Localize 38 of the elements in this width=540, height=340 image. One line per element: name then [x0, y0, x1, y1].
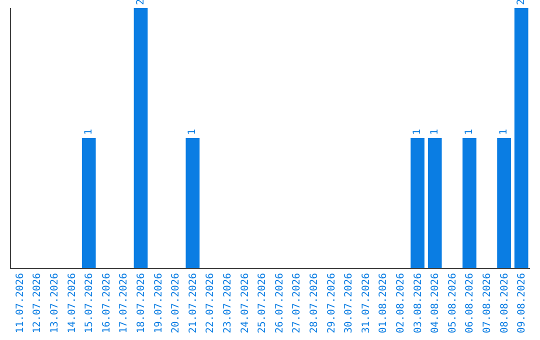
x-tick-label: 31.07.2026: [360, 273, 372, 334]
x-tick-label: 11.07.2026: [14, 273, 26, 334]
x-tick-label: 26.07.2026: [274, 273, 286, 334]
x-tick-label: 27.07.2026: [292, 273, 303, 334]
x-tick-label: 02.08.2026: [396, 273, 406, 334]
x-tick-label: 15.07.2026: [84, 273, 96, 334]
data-label: 1: [83, 128, 94, 135]
x-tick-label: 30.07.2026: [344, 273, 355, 334]
x-tick-label: 29.07.2026: [326, 273, 338, 334]
x-tick-label: 04.08.2026: [430, 273, 442, 334]
x-tick-label: 09.08.2026: [516, 273, 528, 334]
x-tick-label: 17.07.2026: [118, 273, 130, 334]
x-tick-label: 08.08.2026: [499, 273, 510, 334]
x-tick-label: 18.07.2026: [136, 273, 147, 334]
x-tick-label: 25.07.2026: [257, 273, 268, 334]
x-tick-label: 21.07.2026: [188, 273, 199, 334]
data-label: 1: [498, 128, 510, 135]
x-tick-label: 01.08.2026: [378, 273, 390, 334]
data-label: 1: [429, 128, 440, 135]
x-tick-label: 05.08.2026: [447, 273, 458, 334]
x-tick-label: 23.07.2026: [222, 273, 234, 334]
data-label: 2: [516, 0, 527, 5]
x-tick-label: 20.07.2026: [170, 273, 182, 334]
x-tick-label: 13.07.2026: [50, 273, 60, 334]
x-tick-label: 22.07.2026: [205, 273, 216, 334]
data-label: 1: [412, 128, 424, 135]
x-tick-label: 14.07.2026: [66, 273, 78, 334]
data-label: 1: [187, 128, 198, 135]
x-tick-label: 28.07.2026: [309, 273, 320, 334]
x-tick-label: 16.07.2026: [101, 273, 112, 334]
x-tick-label: 24.07.2026: [240, 273, 251, 334]
x-tick-label: 07.08.2026: [482, 273, 493, 334]
x-tick-label: 12.07.2026: [32, 273, 44, 334]
data-label: 2: [135, 0, 146, 5]
x-tick-label: 19.07.2026: [153, 273, 164, 334]
x-tick-label: 03.08.2026: [412, 273, 424, 334]
x-tick-label: 06.08.2026: [464, 273, 476, 334]
data-label: 1: [464, 128, 475, 135]
